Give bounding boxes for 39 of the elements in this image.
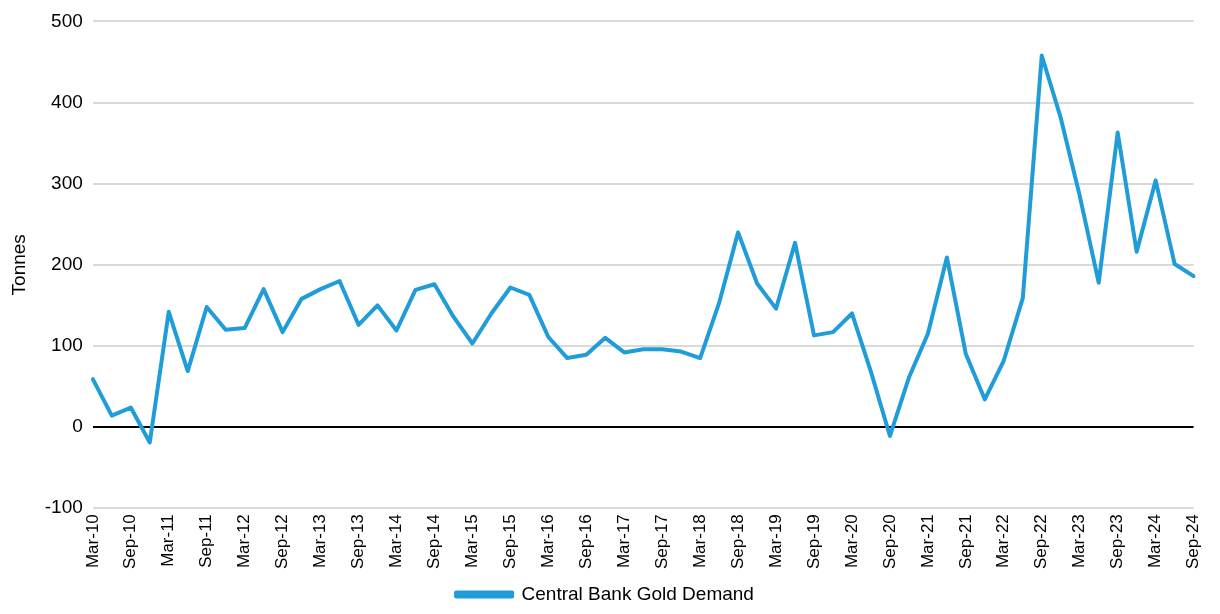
x-tick-label: Mar-23 (1069, 514, 1089, 569)
x-tick-label: Mar-19 (765, 514, 785, 569)
x-tick-label: Sep-12 (272, 514, 292, 570)
x-tick-label: Mar-21 (917, 514, 937, 569)
y-tick-label: 300 (51, 171, 83, 193)
y-tick-label: -100 (44, 496, 83, 518)
x-tick-label: Sep-18 (727, 514, 747, 570)
x-tick-label: Sep-16 (575, 514, 595, 570)
x-tick-label: Mar-16 (538, 514, 558, 569)
x-tick-label: Mar-24 (1145, 514, 1165, 569)
x-tick-label: Mar-17 (613, 514, 633, 569)
x-tick-label: Sep-17 (651, 514, 671, 570)
x-tick-label: Sep-24 (1183, 514, 1203, 570)
x-tick-label: Sep-23 (1107, 514, 1127, 570)
x-tick-label: Mar-15 (462, 514, 482, 569)
x-tick-label: Sep-14 (424, 514, 444, 570)
y-tick-label: 500 (51, 9, 83, 31)
y-tick-label: 200 (51, 253, 83, 275)
x-tick-label: Mar-11 (158, 514, 178, 567)
x-tick-label: Mar-20 (841, 514, 861, 569)
x-tick-label: Mar-22 (993, 514, 1013, 569)
y-tick-label: 400 (51, 90, 83, 112)
x-tick-label: Mar-13 (310, 514, 330, 569)
x-tick-label: Mar-12 (234, 514, 254, 569)
x-tick-label: Sep-20 (879, 514, 899, 570)
x-tick-label: Sep-21 (955, 514, 975, 570)
x-tick-label: Sep-11 (196, 514, 216, 568)
x-tick-label: Sep-15 (500, 514, 520, 570)
x-tick-label: Mar-18 (689, 514, 709, 569)
x-tick-label: Mar-10 (82, 514, 102, 569)
y-tick-label: 100 (51, 334, 83, 356)
x-tick-label: Sep-22 (1031, 514, 1051, 570)
x-tick-label: Mar-14 (386, 514, 406, 569)
y-axis-title: Tonnes (7, 234, 29, 296)
x-tick-label: Sep-13 (348, 514, 368, 570)
x-tick-label: Sep-19 (803, 514, 823, 570)
x-tick-label: Sep-10 (120, 514, 140, 570)
legend-label: Central Bank Gold Demand (521, 582, 754, 604)
y-tick-label: 0 (72, 415, 83, 437)
